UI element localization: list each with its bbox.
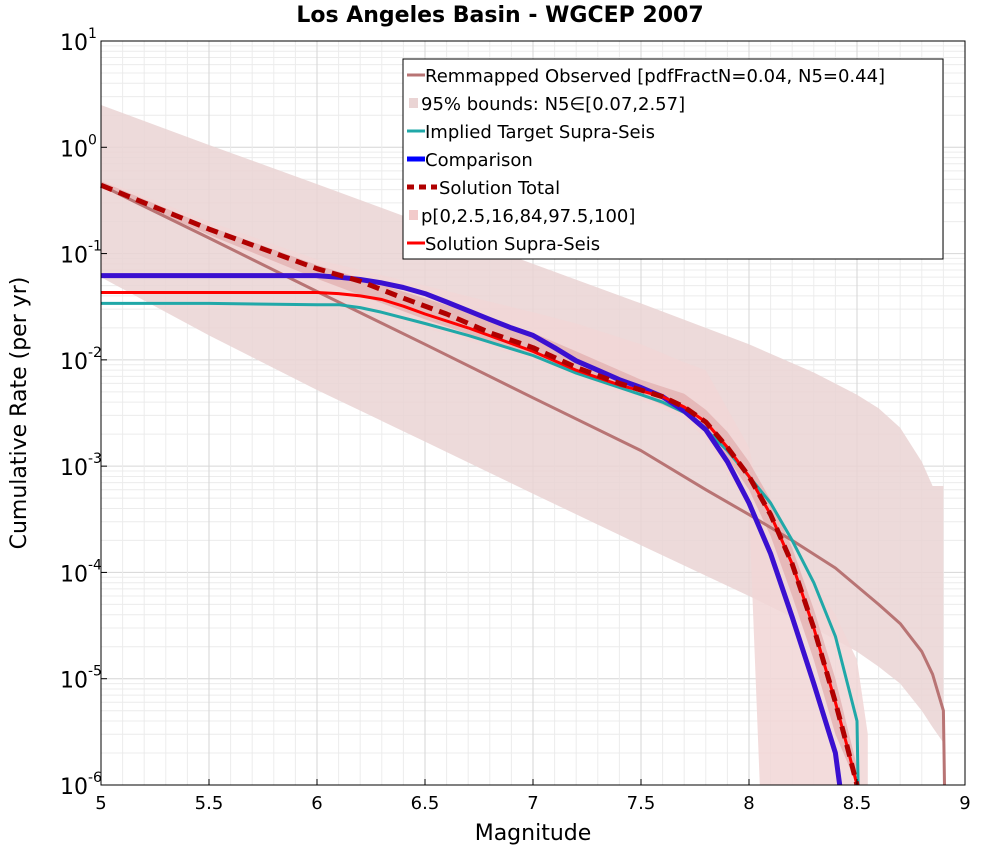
y-tick-label: 10-5 (60, 664, 102, 694)
series-line (101, 273, 843, 786)
x-axis-label: Magnitude (475, 821, 592, 846)
y-tick-label: 10-1 (60, 239, 102, 269)
x-axis-ticks: 5 5.5 6 6.5 7 7.5 8 8.5 9 (95, 779, 971, 814)
x-tick-label: 8.5 (843, 793, 872, 814)
series-line (101, 301, 860, 786)
legend-swatch (409, 210, 418, 220)
y-tick-label: 10-3 (60, 451, 102, 481)
x-tick-label: 9 (959, 793, 970, 814)
y-axis-label: Cumulative Rate (per yr) (7, 277, 32, 550)
series-lines (100, 182, 946, 786)
legend-label: Comparison (425, 150, 533, 171)
legend-box (402, 58, 944, 260)
x-tick-label: 6.5 (411, 793, 440, 814)
band-1 (101, 179, 868, 786)
legend-label: p[0,2.5,16,84,97.5,100] (421, 206, 635, 227)
legend-label: Implied Target Supra-Seis (425, 122, 655, 143)
y-tick-label: 10-6 (60, 770, 102, 800)
y-tick-label: 101 (60, 26, 97, 56)
y-tick-label: 10-4 (60, 557, 102, 587)
x-tick-label: 8 (743, 793, 754, 814)
x-tick-label: 6 (311, 793, 322, 814)
series-line (100, 182, 860, 786)
legend-label: Solution Supra-Seis (425, 234, 600, 255)
x-tick-label: 5.5 (195, 793, 224, 814)
y-tick-label: 10-2 (60, 345, 102, 375)
x-tick-label: 7.5 (627, 793, 656, 814)
legend-label: 95% bounds: N5∈[0.07,2.57] (421, 94, 685, 115)
x-tick-label: 7 (527, 793, 538, 814)
y-axis-ticks: 101 100 10-1 10-2 10-3 10-4 10-5 10-6 (60, 26, 107, 800)
bands (101, 105, 944, 786)
y-tick-label: 100 (60, 132, 97, 162)
legend-label: Solution Total (439, 178, 560, 199)
x-tick-label: 5 (95, 793, 106, 814)
series-line (100, 183, 946, 786)
legend: Remmapped Observed [pdfFractN=0.04, N5=0… (402, 58, 944, 260)
legend-swatch (409, 98, 418, 108)
legend-label: Remmapped Observed [pdfFractN=0.04, N5=0… (425, 66, 885, 87)
chart-title: Los Angeles Basin - WGCEP 2007 (296, 3, 703, 28)
